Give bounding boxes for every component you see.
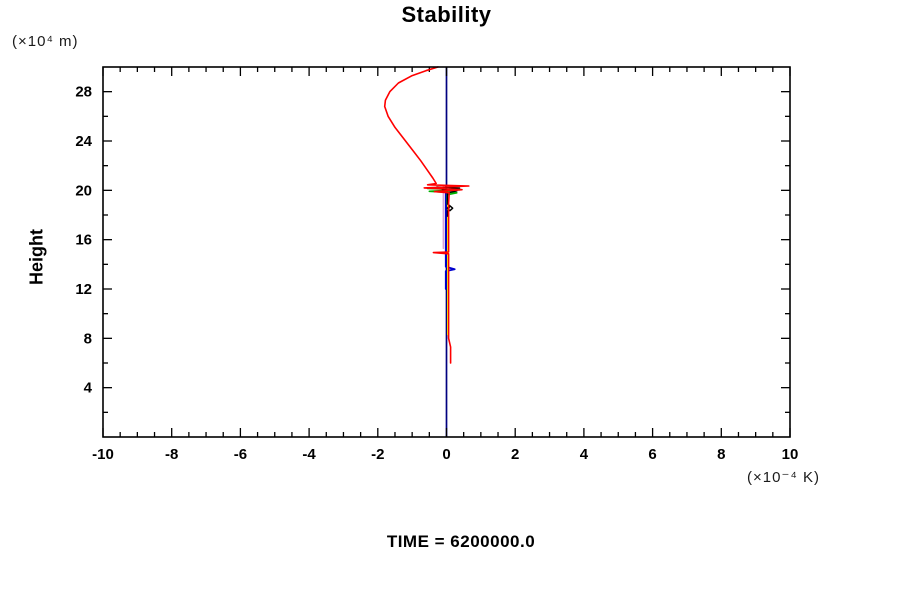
y-tick-label: 12 xyxy=(75,281,92,298)
black-profile-line xyxy=(436,186,461,217)
x-tick-label: 6 xyxy=(648,446,656,463)
y-tick-label: 24 xyxy=(75,133,92,150)
y-tick-label: 16 xyxy=(75,232,92,249)
time-caption: TIME = 6200000.0 xyxy=(386,532,536,551)
red-profile-line xyxy=(383,66,470,364)
x-tick-label: 0 xyxy=(442,446,450,463)
x-axis-unit-label: (×10⁻⁴ K) xyxy=(747,469,820,486)
y-axis-unit-label: (×10⁴ m) xyxy=(12,33,79,50)
blue-profile-line xyxy=(444,185,456,290)
y-tick-label: 4 xyxy=(84,380,93,397)
x-tick-label: 10 xyxy=(782,446,799,463)
plot-frame xyxy=(102,66,791,438)
x-tick-label: -6 xyxy=(234,446,247,463)
chart-title: Stability xyxy=(401,2,492,27)
x-tick-label: -10 xyxy=(92,446,114,463)
x-tick-label: -4 xyxy=(302,446,316,463)
x-tick-label: -2 xyxy=(371,446,384,463)
x-tick-label: 8 xyxy=(717,446,725,463)
x-tick-label: -8 xyxy=(165,446,178,463)
x-tick-label: 4 xyxy=(580,446,589,463)
y-tick-label: 8 xyxy=(84,330,92,347)
y-tick-label: 20 xyxy=(75,182,92,199)
y-tick-label: 28 xyxy=(75,84,92,101)
x-tick-label: 2 xyxy=(511,446,519,463)
